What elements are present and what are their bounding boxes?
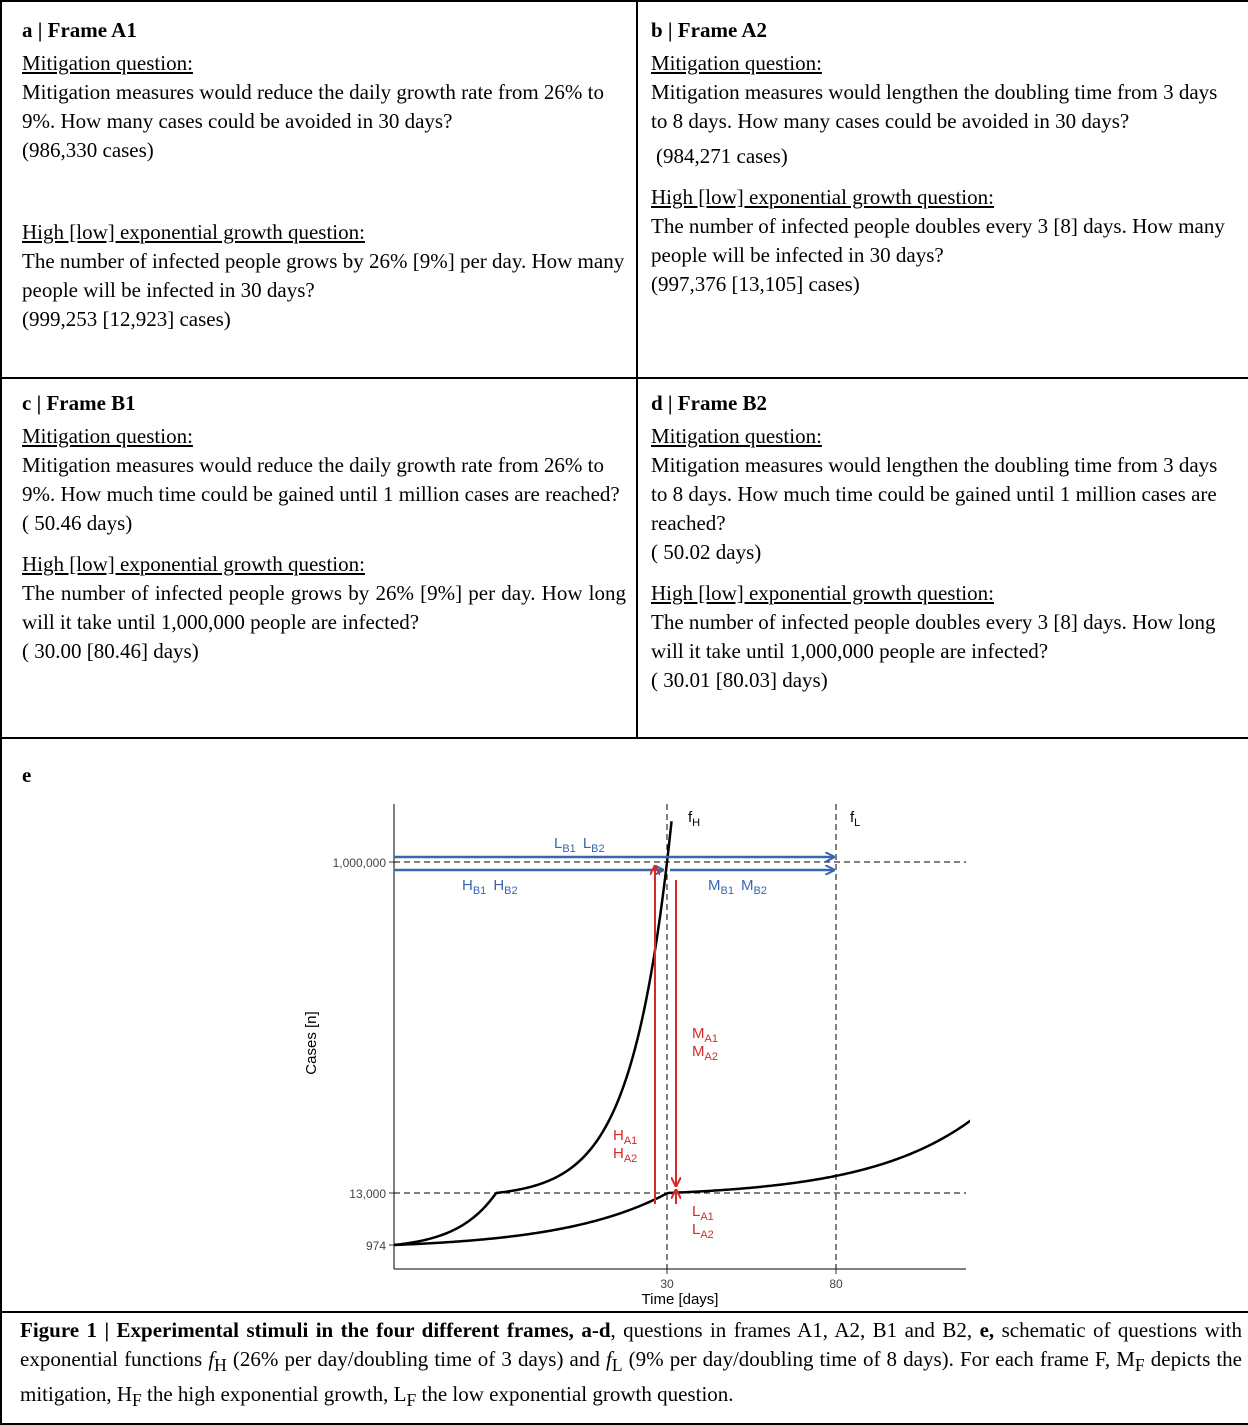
series-label-fL: fL: [850, 809, 860, 829]
y-tick-label-13k: 13,000: [349, 1187, 386, 1201]
label-HA2: HA2: [613, 1145, 637, 1165]
panel-a-heading: a | Frame A1: [22, 18, 137, 42]
panel-c-heading: c | Frame B1: [22, 391, 136, 415]
panel-d-mitigation-text: Mitigation measures would lengthen the d…: [651, 453, 1218, 535]
panel-b-heading: b | Frame A2: [651, 18, 768, 42]
panel-d-mitigation-answer: ( 50.02 days): [651, 540, 762, 564]
table-border-bottom: [0, 1423, 1248, 1425]
y-tick-label-1m: 1,000,000: [333, 856, 387, 870]
panel-d-growth-text: The number of infected people doubles ev…: [651, 610, 1216, 663]
panel-a-mitigation-text: Mitigation measures would reduce the dai…: [22, 80, 605, 133]
table-border-top: [0, 0, 1248, 2]
table-column-divider: [636, 0, 638, 739]
label-HB: HB1 HB2: [462, 877, 518, 897]
panel-b-mitigation-text: Mitigation measures would lengthen the d…: [651, 80, 1218, 133]
panel-b-mitigation-label: Mitigation question:: [651, 51, 822, 75]
panel-d-mitigation-label: Mitigation question:: [651, 424, 822, 448]
y-tick-label-974: 974: [366, 1239, 386, 1253]
panel-d: d | Frame B2 Mitigation question: Mitiga…: [651, 389, 1231, 695]
table-border-left: [0, 0, 2, 1425]
caption-text-4: (9% per day/doubling time of 8 days). Fo…: [622, 1347, 1135, 1371]
table-row-divider-3: [0, 1311, 1248, 1313]
panel-c: c | Frame B1 Mitigation question: Mitiga…: [22, 389, 626, 666]
label-LA2: LA2: [692, 1221, 714, 1241]
panel-b: b | Frame A2 Mitigation question: Mitiga…: [651, 16, 1231, 299]
caption-text-7: the low exponential growth question.: [416, 1382, 734, 1407]
caption-text-1: , questions in frames A1, A2, B1 and B2,: [610, 1318, 980, 1342]
x-ticks: 30 80: [660, 1269, 843, 1291]
panel-d-heading: d | Frame B2: [651, 391, 768, 415]
caption-text-2: schematic of questions with exponential …: [20, 1318, 1242, 1371]
series-label-fH: fH: [688, 809, 700, 829]
caption-fH: f: [208, 1347, 215, 1371]
panel-c-growth-answer: ( 30.00 [80.46] days): [22, 639, 199, 663]
panel-d-growth-label: High [low] exponential growth question:: [651, 581, 994, 605]
caption-sub-F1: F: [1134, 1355, 1145, 1376]
label-LA1: LA1: [692, 1203, 714, 1223]
table-row-divider-1: [0, 377, 1248, 379]
panel-c-mitigation-label: Mitigation question:: [22, 424, 193, 448]
panel-c-mitigation-answer: ( 50.46 days): [22, 511, 133, 535]
label-HA1: HA1: [613, 1127, 637, 1147]
panel-b-mitigation-answer: (984,271 cases): [656, 144, 788, 168]
label-MB: MB1 MB2: [708, 877, 767, 897]
x-tick-label-80: 80: [829, 1277, 843, 1291]
figure-caption: Figure 1 | Experimental stimuli in the f…: [20, 1316, 1242, 1415]
panel-a-mitigation-label: Mitigation question:: [22, 51, 193, 75]
panel-a-mitigation-answer: (986,330 cases): [22, 138, 154, 162]
table-row-divider-2: [0, 737, 1248, 739]
panel-a-growth-answer: (999,253 [12,923] cases): [22, 307, 231, 331]
panel-c-growth-text: The number of infected people grows by 2…: [22, 581, 626, 634]
caption-fL-sub: L: [611, 1355, 623, 1376]
panel-a-growth-label: High [low] exponential growth question:: [22, 220, 365, 244]
caption-fH-sub: H: [214, 1355, 227, 1376]
caption-sub-F2: F: [132, 1390, 142, 1411]
caption-e-label: e,: [979, 1318, 995, 1342]
panel-d-growth-answer: ( 30.01 [80.03] days): [651, 668, 828, 692]
panel-a: a | Frame A1 Mitigation question: Mitiga…: [22, 16, 626, 334]
x-tick-label-30: 30: [660, 1277, 674, 1291]
series-fH-curve: [393, 821, 673, 1247]
x-axis-title: Time [days]: [642, 1291, 719, 1308]
label-MA1: MA1: [692, 1025, 718, 1045]
panel-b-growth-label: High [low] exponential growth question:: [651, 185, 994, 209]
caption-sub-F3: F: [406, 1390, 417, 1411]
panel-e: e: [22, 761, 222, 794]
caption-text-6: the high exponential growth, L: [141, 1382, 407, 1407]
panel-e-heading: e: [22, 763, 32, 787]
panel-a-growth-text: The number of infected people grows by 2…: [22, 249, 625, 302]
y-axis-title: Cases [n]: [303, 1011, 320, 1074]
caption-text-3: (26% per day/doubling time of 3 days) an…: [226, 1347, 606, 1371]
series-fL-curve: [393, 1119, 970, 1247]
caption-bold-title: Figure 1 | Experimental stimuli in the f…: [20, 1318, 611, 1342]
label-MA2: MA2: [692, 1043, 718, 1063]
label-LB: LB1 LB2: [554, 835, 605, 855]
y-ticks: 1,000,000 13,000 974: [333, 856, 394, 1253]
panel-c-growth-label: High [low] exponential growth question:: [22, 552, 365, 576]
panel-b-growth-answer: (997,376 [13,105] cases): [651, 272, 860, 296]
exponential-chart: fH fL LB1 LB2 HB1 HB2 MB1 MB2 MA1 MA2 HA1 H…: [303, 804, 970, 1308]
panel-c-mitigation-text: Mitigation measures would reduce the dai…: [22, 453, 620, 506]
caption-fL: f: [605, 1347, 612, 1371]
caption-text-5: depicts the mitigation, H: [20, 1347, 1242, 1407]
panel-b-growth-text: The number of infected people doubles ev…: [651, 214, 1225, 267]
